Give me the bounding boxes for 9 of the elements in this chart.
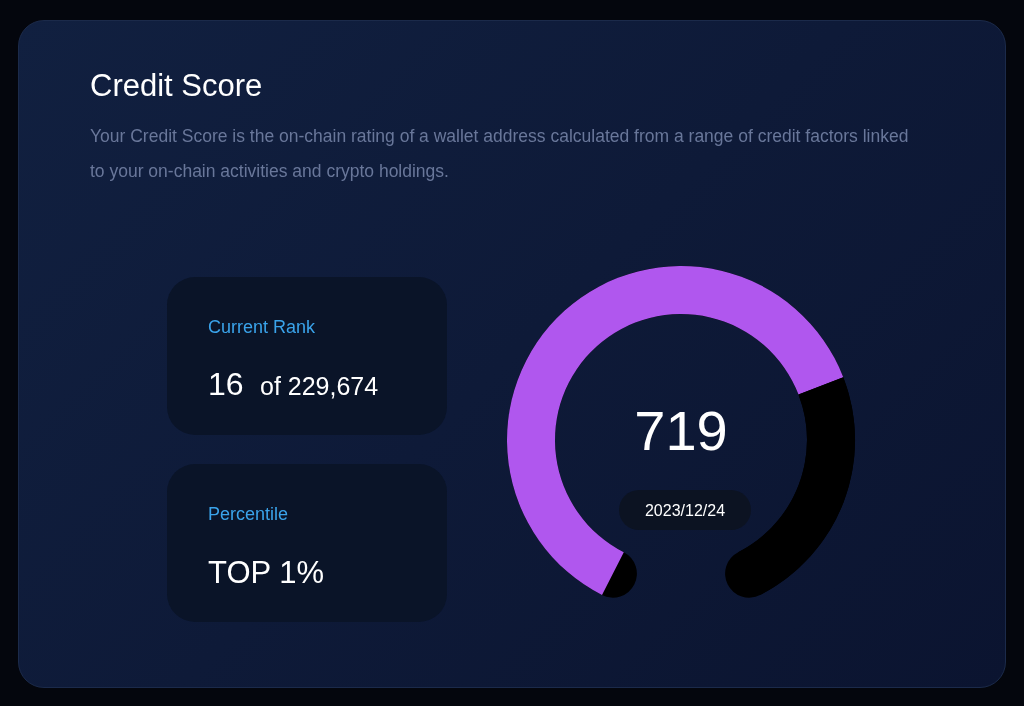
chart-subtitle: Your Credit Score is the on-chain rating of a wallet address calculated from a range of credit factors linked to your on-chain activities and crypto holdings. [90,125,914,181]
text: Percentile [208,504,289,524]
text: 16 [208,366,244,402]
text: Current Rank [208,317,317,337]
text: Credit Score [90,67,263,103]
text: of 229,674 [260,372,379,400]
text: TOP 1% [208,554,325,590]
text: 719 [634,398,728,462]
text: 2023/12/24 [644,501,726,519]
